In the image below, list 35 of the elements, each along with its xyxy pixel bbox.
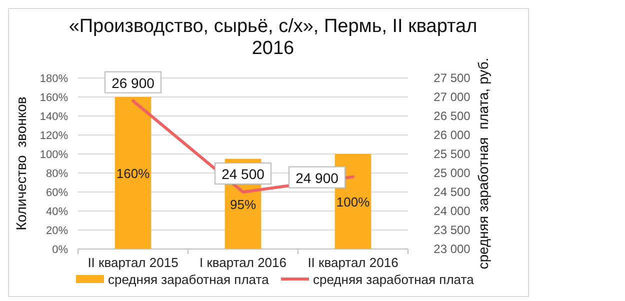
y2-tick-label: 27 000 [434, 90, 471, 104]
y-tick-label: 140% [40, 111, 68, 123]
y-axis-title: Количество звонков [13, 96, 29, 230]
x-tick-label: I квартал 2016 [199, 255, 287, 270]
x-tick-label: II квартал 2015 [88, 255, 178, 270]
y2-tick-label: 25 000 [434, 166, 471, 180]
y-tick-label: 180% [40, 73, 68, 85]
y2-tick-label: 27 500 [434, 71, 471, 85]
bar [114, 97, 152, 249]
data-label: 26 900 [112, 74, 155, 91]
y-tick-label: 20% [46, 225, 68, 237]
y-tick-label: 160% [40, 92, 68, 104]
y2-tick-label: 26 500 [434, 109, 471, 123]
data-label: 100% [336, 194, 370, 210]
x-tick-label: II квартал 2016 [308, 255, 398, 270]
y-tick-label: 0% [52, 244, 68, 256]
y2-tick-label: 25 500 [434, 147, 471, 161]
data-label: 24 500 [222, 166, 265, 182]
data-label: 24 900 [296, 170, 339, 186]
y-tick-label: 80% [46, 168, 68, 180]
y2-tick-label: 23 500 [434, 223, 471, 237]
y-tick-label: 100% [40, 149, 68, 161]
legend-label: средняя заработная плата [313, 272, 475, 287]
data-label: 95% [230, 196, 256, 212]
data-label: 160% [116, 166, 150, 181]
y-tick-label: 120% [40, 130, 68, 142]
y-tick-label: 40% [46, 206, 68, 218]
y2-tick-label: 23 000 [434, 242, 471, 256]
y2-tick-label: 26 000 [434, 128, 471, 142]
y2-tick-label: 24 500 [434, 185, 471, 199]
legend-label: средняя заработная плата [108, 272, 270, 287]
y2-axis-title: средняя заработная плата, руб. [475, 58, 491, 270]
y2-tick-label: 24 000 [434, 204, 471, 218]
y-tick-label: 60% [46, 187, 68, 199]
chart-title: «Производство, сырьё, с/х», Пермь, II квартал 2016 [68, 16, 478, 59]
